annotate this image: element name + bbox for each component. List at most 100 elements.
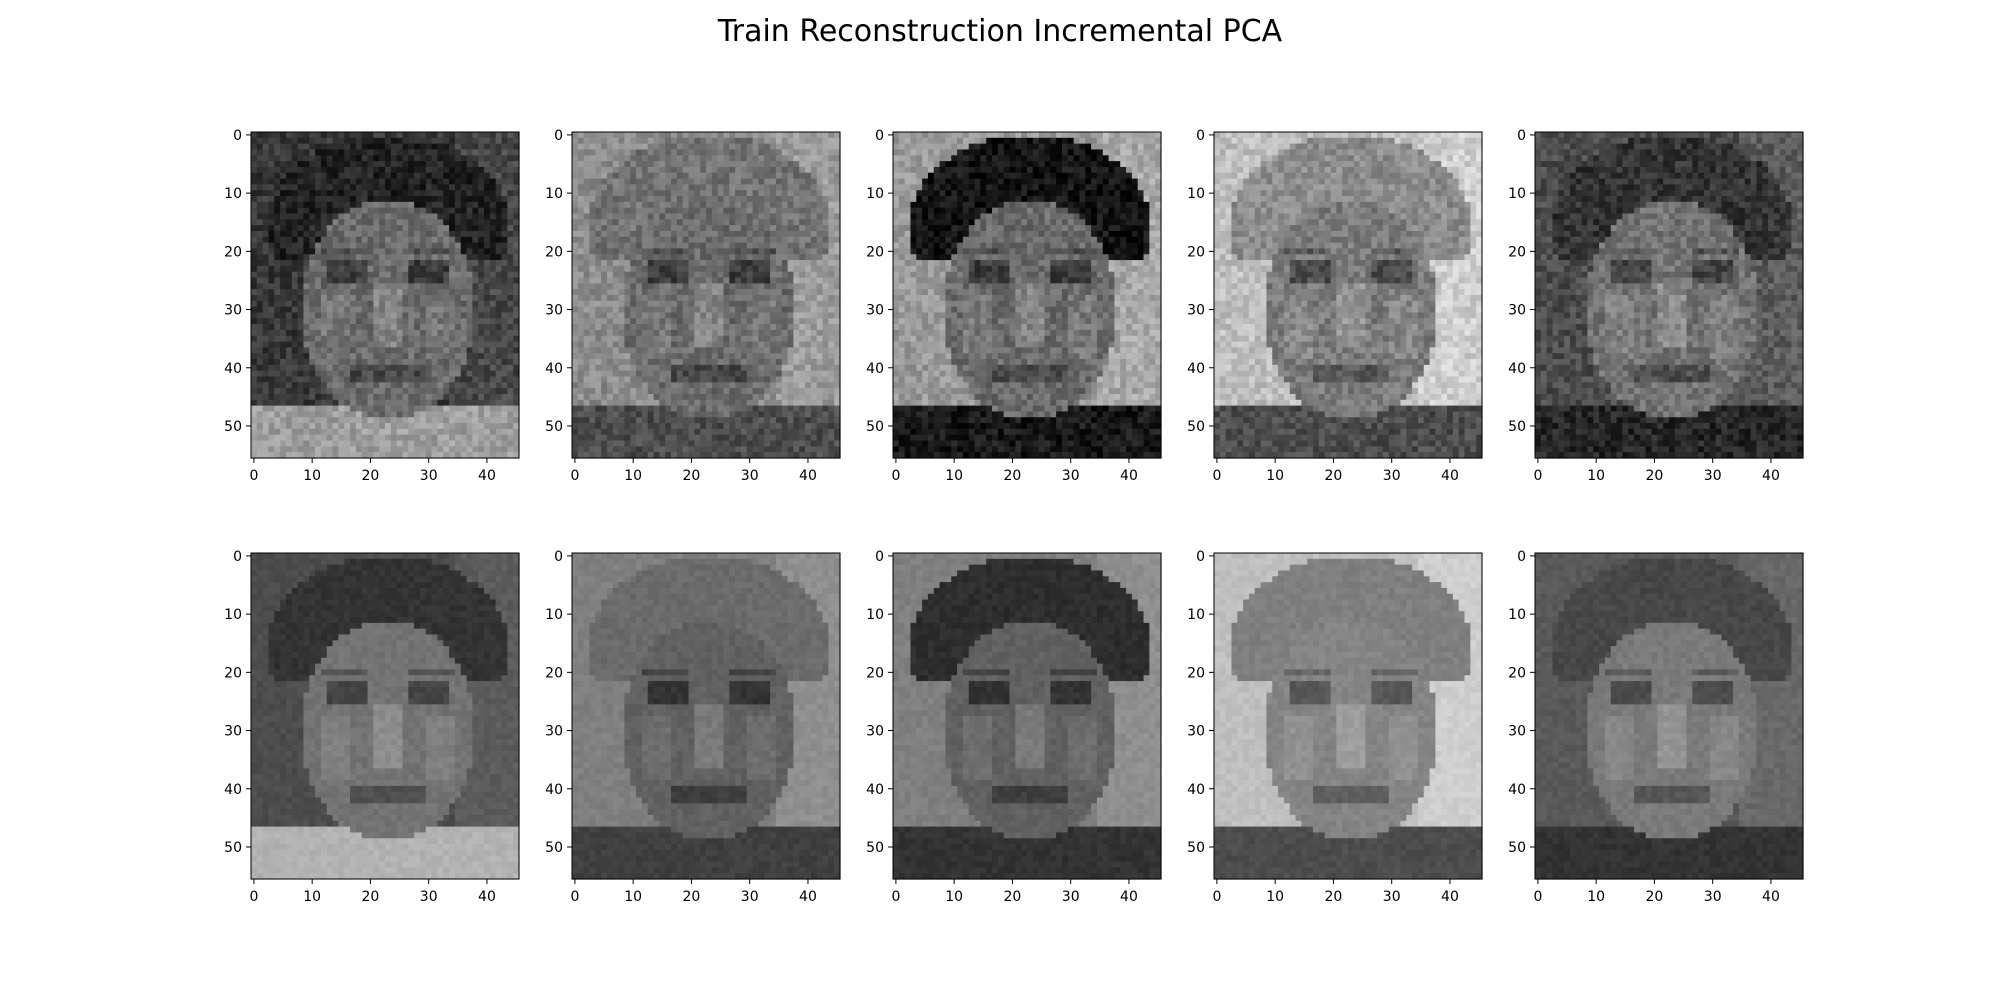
pixel [414,406,420,412]
pixel [712,289,718,295]
pixel [776,289,782,295]
pixel [321,330,327,336]
pixel [309,324,315,330]
pixel [263,202,269,208]
pixel [659,214,665,220]
pixel [350,208,356,214]
pixel [426,446,432,452]
pixel [799,260,805,266]
pixel [654,324,660,330]
pixel [677,243,683,249]
pixel [624,155,630,161]
pixel [461,167,467,173]
pixel [251,167,257,173]
pixel [665,301,671,307]
pixel [461,219,467,225]
pixel [584,295,590,301]
pixel [286,382,292,388]
pixel [274,295,280,301]
pixel [718,283,724,289]
pixel [828,167,834,173]
pixel [303,318,309,324]
pixel [601,312,607,318]
pixel [747,149,753,155]
pixel [251,377,257,383]
pixel [677,155,683,161]
pixel [665,312,671,318]
pixel [507,149,513,155]
pixel [700,184,706,190]
pixel [379,155,385,161]
pixel [747,260,753,266]
pixel [443,278,449,284]
pixel [712,144,718,150]
pixel [402,138,408,144]
pixel [467,179,473,185]
pixel [356,184,362,190]
pixel [373,214,379,220]
pixel [630,138,636,144]
pixel [443,132,449,138]
pixel [630,184,636,190]
pixel [823,132,829,138]
pixel [303,243,309,249]
pixel [584,254,590,260]
pixel [280,336,286,342]
pixel [490,243,496,249]
pixel [461,382,467,388]
pixel [607,179,613,185]
pixel [671,324,677,330]
pixel [700,307,706,313]
pixel [758,225,764,231]
pixel [502,324,508,330]
pixel [484,144,490,150]
pixel [333,248,339,254]
pixel [788,196,794,202]
pixel [274,371,280,377]
pixel [578,254,584,260]
pixel [630,307,636,313]
pixel [776,278,782,284]
pixel [280,190,286,196]
pixel [391,196,397,202]
pixel [683,289,689,295]
pixel [292,342,298,348]
pixel [373,155,379,161]
pixel [654,318,660,324]
pixel [338,266,344,272]
pixel [292,417,298,423]
pixel [298,144,304,150]
pixel [426,214,432,220]
pixel [811,312,817,318]
pixel [408,237,414,243]
pixel [414,446,420,452]
pixel [589,324,595,330]
pixel [689,132,695,138]
pixel [344,301,350,307]
pixel [350,301,356,307]
pixel [484,272,490,278]
pixel [461,202,467,208]
pixel [607,312,613,318]
pixel [344,441,350,447]
pixel [677,132,683,138]
pixel [502,214,508,220]
pixel [665,254,671,260]
pixel [286,295,292,301]
pixel [315,248,321,254]
pixel [677,278,683,284]
pixel [502,446,508,452]
pixel [385,347,391,353]
pixel [502,307,508,313]
pixel [507,214,513,220]
pixel [578,231,584,237]
pixel [402,324,408,330]
pixel [437,243,443,249]
pixel [391,359,397,365]
pixel [274,359,280,365]
pixel [449,248,455,254]
pixel [630,260,636,266]
pixel [432,406,438,412]
pixel [642,208,648,214]
pixel [321,202,327,208]
